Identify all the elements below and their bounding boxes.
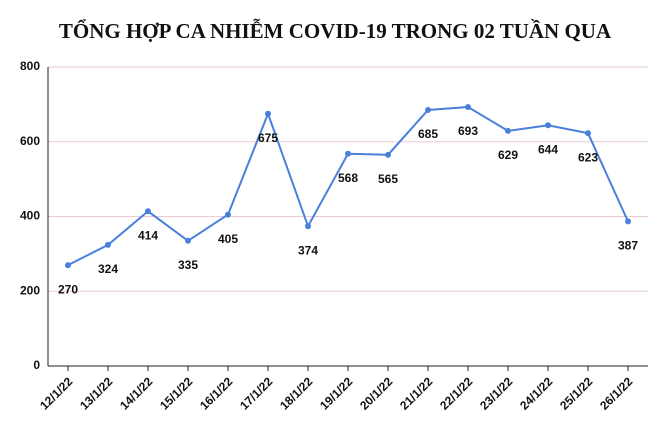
data-label: 693: [458, 124, 478, 138]
x-tick-label: 14/1/22: [117, 374, 155, 412]
data-label: 629: [498, 148, 518, 162]
x-tick-label: 22/1/22: [437, 374, 475, 412]
x-tick-label: 25/1/22: [557, 374, 595, 412]
data-point: [305, 223, 311, 230]
x-tick-label: 18/1/22: [277, 374, 315, 412]
data-label: 405: [218, 232, 238, 246]
data-point: [585, 130, 591, 137]
x-tick-label: 20/1/22: [357, 374, 395, 412]
chart-title: TỔNG HỢP CA NHIỄM COVID-19 TRONG 02 TUẦN…: [59, 18, 612, 43]
y-tick-label: 600: [20, 134, 40, 148]
data-point: [345, 150, 351, 157]
data-point: [425, 106, 431, 113]
y-tick-label: 400: [20, 209, 40, 223]
data-label: 387: [618, 239, 638, 253]
x-tick-label: 23/1/22: [477, 374, 515, 412]
x-tick-label: 19/1/22: [317, 374, 355, 412]
x-tick-label: 12/1/22: [37, 374, 75, 412]
y-tick-label: 200: [20, 283, 40, 297]
data-point: [505, 127, 511, 134]
x-tick-label: 13/1/22: [77, 374, 115, 412]
data-point: [545, 122, 551, 129]
data-label: 675: [258, 131, 278, 145]
x-tick-label: 21/1/22: [397, 374, 435, 412]
x-tick-label: 15/1/22: [157, 374, 195, 412]
x-tick-label: 17/1/22: [237, 374, 275, 412]
x-tick-label: 24/1/22: [517, 374, 555, 412]
data-point: [225, 211, 231, 218]
data-label: 623: [578, 150, 598, 164]
data-label: 414: [138, 228, 158, 242]
data-label: 374: [298, 243, 318, 257]
data-label: 644: [538, 142, 558, 156]
y-tick-label: 0: [33, 358, 40, 372]
data-label: 568: [338, 171, 358, 185]
y-tick-label: 800: [20, 59, 40, 73]
data-point: [105, 241, 111, 248]
data-point: [65, 262, 71, 269]
data-label: 685: [418, 127, 438, 141]
data-point: [625, 218, 631, 225]
x-tick-label: 26/1/22: [597, 374, 635, 412]
data-label: 324: [98, 262, 118, 276]
data-point: [265, 110, 271, 117]
data-point: [185, 237, 191, 244]
data-label: 270: [58, 282, 78, 296]
data-label: 335: [178, 258, 198, 272]
data-point: [145, 208, 151, 215]
x-tick-label: 16/1/22: [197, 374, 235, 412]
data-point: [385, 151, 391, 158]
data-point: [465, 103, 471, 110]
data-label: 565: [378, 172, 398, 186]
